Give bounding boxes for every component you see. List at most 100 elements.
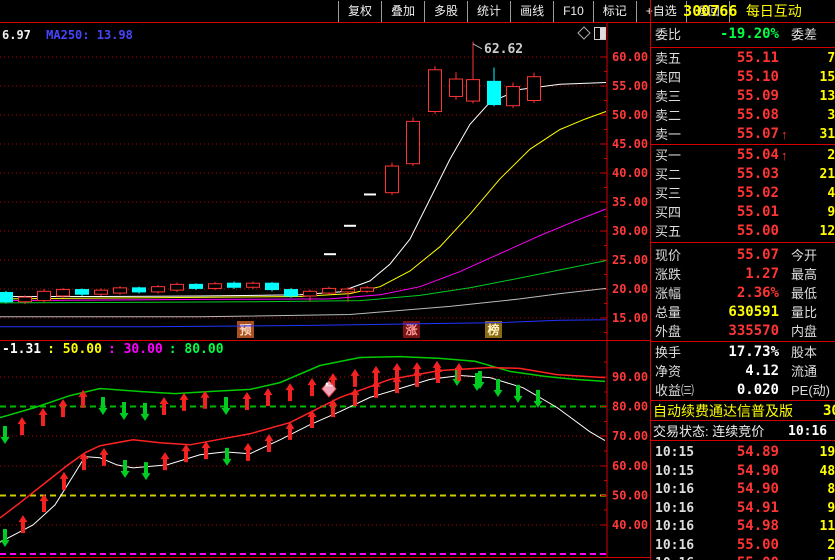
tick-volume: 85 — [827, 482, 835, 497]
tick-price: 55.00 — [736, 536, 779, 553]
candle-body — [284, 289, 298, 297]
bid-row-1[interactable]: 买一 55.04↑ 21 — [651, 146, 835, 165]
buy-signal-arrow-icon — [18, 515, 28, 534]
y-axis-label: 45.00 — [612, 137, 648, 151]
indicator-value-1: -1.31 — [2, 342, 42, 357]
tick-time: 10:16 — [655, 537, 695, 553]
toolbar-button-2[interactable]: 多股 — [424, 0, 467, 22]
bid-price: 55.00 — [736, 223, 779, 239]
buy-signal-arrow-icon — [350, 368, 360, 387]
y-axis-label: 35.00 — [612, 195, 648, 209]
trade-status-time: 10:16 — [788, 424, 828, 439]
ask-row-5[interactable]: 卖五 55.11 73 — [651, 49, 835, 68]
osc-red — [0, 366, 606, 519]
osc-green — [0, 355, 606, 419]
ask-row-3[interactable]: 卖三 55.09 134 — [651, 87, 835, 106]
weicha-label: 委差 — [791, 27, 818, 42]
buy-signal-arrow-icon — [371, 365, 381, 384]
info-label2: 最低 — [791, 286, 818, 301]
stock-code: 300766 — [683, 2, 738, 20]
buy-signal-arrow-icon — [58, 399, 68, 418]
bid-label: 买五 — [655, 224, 682, 239]
ask-label: 卖四 — [655, 70, 682, 85]
bid-row-2[interactable]: 买二 55.03 217 — [651, 165, 835, 184]
bid-row-4[interactable]: 买四 55.01 95 — [651, 203, 835, 222]
status-row: 交易状态: 连续竞价 10:16 — [651, 422, 835, 441]
toolbar-button-5[interactable]: F10 — [553, 0, 593, 22]
toolbar-button-6[interactable]: 标记 — [592, 0, 636, 22]
buy-signal-arrow-icon — [17, 417, 27, 436]
indicator-header: -1.31: 50.00: 30.00: 80.00 — [2, 342, 230, 357]
ma-fast-value: 6.97 — [2, 28, 31, 42]
candle-body — [75, 289, 89, 295]
toolbar-button-1[interactable]: 叠加 — [381, 0, 424, 22]
candle-body — [170, 283, 184, 291]
toolbar-button-0[interactable]: 复权 — [338, 0, 381, 22]
ask-row-1[interactable]: 卖一 55.07↑ 319 — [651, 125, 835, 144]
tick-price: 54.98 — [736, 518, 779, 534]
candlestick-chart[interactable]: 60.00 55.00 50.00 45.00 40.00 35.00 30.00 25.00… — [0, 23, 650, 340]
candle-body — [246, 282, 260, 288]
ma-magenta — [0, 208, 607, 302]
info-row-3: 总量 630591 量比 — [651, 303, 835, 322]
indicator-value-4: : 80.00 — [168, 342, 224, 357]
tick-volume: 481 — [819, 463, 835, 479]
candle-body — [132, 287, 146, 293]
ma-green — [0, 260, 607, 304]
notice-suffix: 30 — [823, 403, 835, 419]
sell-signal-arrow-icon — [140, 402, 150, 421]
info-label: 总量 — [655, 305, 682, 320]
y-axis-label: 25.00 — [612, 253, 648, 267]
bid-volume: 217 — [819, 167, 835, 182]
buy-signal-arrow-icon — [160, 452, 170, 471]
info-label2: 内盘 — [791, 324, 818, 339]
stats-row-0: 换手 17.73% 股本 — [651, 343, 835, 362]
toolbar-button-3[interactable]: 统计 — [467, 0, 510, 22]
tick-time: 10:15 — [655, 445, 695, 460]
tick-row-2: 10:16 54.90 85 — [651, 480, 835, 499]
sell-signal-arrow-icon — [141, 462, 151, 481]
buy-signal-arrow-icon — [371, 379, 381, 398]
stats-label2: 流通 — [791, 364, 818, 379]
buy-signal-arrow-icon — [328, 373, 338, 392]
tick-volume: 191 — [819, 445, 835, 460]
info-value: 55.07 — [736, 247, 779, 263]
oscillator-panel[interactable]: 90.00 80.00 70.00 60.00 50.00 40.00 — [0, 341, 650, 560]
quote-panel-divider — [650, 0, 651, 560]
notice-row[interactable]: 自动续费通达信普及版 30 — [651, 402, 835, 421]
stats-label2: 股本 — [791, 345, 818, 360]
y-axis-label: 20.00 — [612, 282, 648, 296]
bid-row-3[interactable]: 买三 55.02 41 — [651, 184, 835, 203]
ask-volume: 319 — [819, 127, 835, 142]
candle-body — [0, 291, 13, 303]
toolbar-button-4[interactable]: 画线 — [510, 0, 553, 22]
ask-row-2[interactable]: 卖二 55.08 36 — [651, 106, 835, 125]
weibi-row: 委比 -19.20% 委差 — [651, 25, 835, 44]
bid-row-5[interactable]: 买五 55.00 129 — [651, 222, 835, 241]
toolbar-button-7[interactable]: +自选 — [635, 0, 686, 22]
info-label: 涨幅 — [655, 286, 682, 301]
bid-volume: 95 — [827, 205, 835, 220]
bid-price: 55.03 — [736, 166, 779, 182]
indicator-value-2: : 50.00 — [47, 342, 102, 357]
toolbar-button-8[interactable]: 返回 — [685, 0, 730, 22]
tick-time: 10:16 — [655, 519, 695, 534]
candle-body — [18, 296, 32, 303]
watermark-char: 涨 — [405, 322, 417, 337]
watermark-char: 预 — [239, 323, 251, 337]
ask-volume: 134 — [819, 89, 835, 104]
diamond-icon[interactable] — [577, 26, 591, 40]
buy-signal-arrow-icon — [201, 441, 211, 460]
ask-row-4[interactable]: 卖四 55.10 158 — [651, 68, 835, 87]
ask-price: 55.10 — [736, 69, 779, 85]
sell-signal-arrow-icon — [475, 370, 485, 389]
y-axis-label: 50.00 — [612, 488, 648, 502]
candle-body — [385, 165, 399, 194]
osc-white — [0, 374, 606, 543]
buy-signal-arrow-icon — [307, 410, 317, 429]
buy-signal-arrow-icon — [263, 388, 273, 407]
stock-name: 每日互动 — [745, 3, 802, 19]
watermark-box — [403, 321, 420, 338]
bid-volume: 129 — [819, 224, 835, 239]
